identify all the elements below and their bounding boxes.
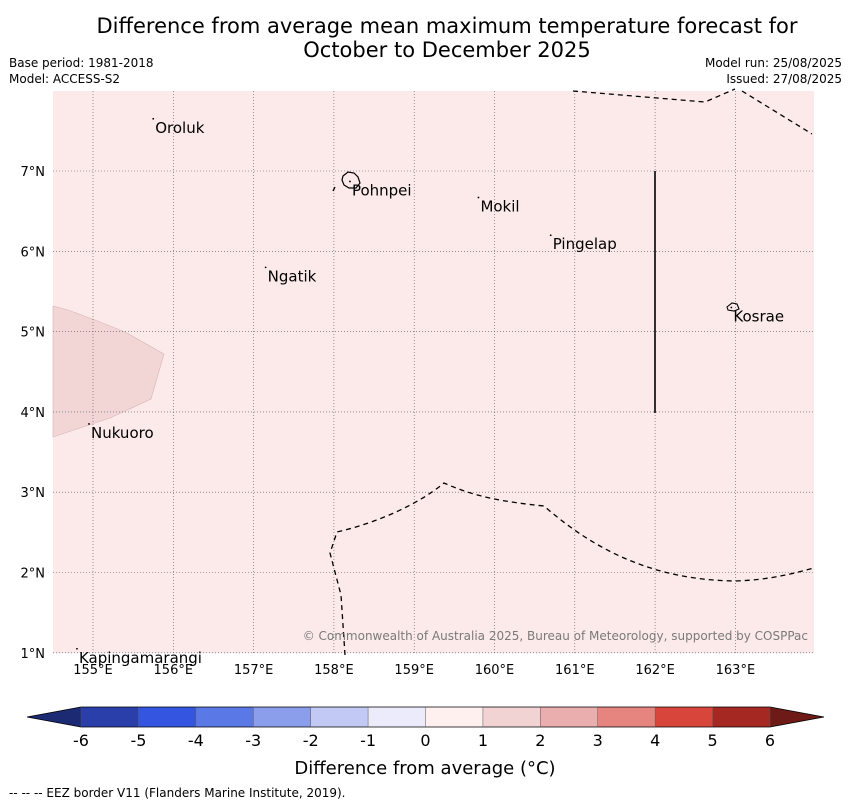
colorbar-segment (597, 707, 656, 727)
colorbar-segment (368, 707, 426, 727)
lon-tick-label: 163°E (716, 663, 756, 678)
title-line-2: October to December 2025 (303, 38, 591, 62)
map-background (53, 91, 814, 653)
colorbar-tick-label: 6 (765, 731, 775, 750)
island-dot (477, 196, 480, 199)
place-label-mokil: Mokil (480, 197, 519, 215)
colorbar-tick-label: 5 (707, 731, 717, 750)
island-dot (549, 234, 552, 237)
issued-text: Issued: 27/08/2025 (726, 72, 842, 86)
island-dot (349, 180, 351, 183)
colorbar-tick-label: -1 (360, 731, 376, 750)
lon-tick-label: 162°E (635, 663, 675, 678)
eez-border-northeast (741, 90, 813, 135)
lon-tick-label: 157°E (234, 663, 274, 678)
colorbar-segment (138, 707, 196, 727)
colorbar-segment (482, 707, 541, 727)
colorbar-segment (540, 707, 598, 727)
colorbar-segment (253, 707, 311, 727)
colorbar-tick-label: 4 (650, 731, 660, 750)
colorbar-extend-low (27, 707, 81, 727)
model-run-text: Model run: 25/08/2025 (704, 56, 842, 70)
colorbar-segment (712, 707, 770, 727)
colorbar-tick-label: 2 (535, 731, 545, 750)
colorbar-tick-label: 3 (593, 731, 603, 750)
lat-tick-label: 7°N (21, 165, 46, 180)
colorbar-segment (655, 707, 713, 727)
anomaly-patch (52, 305, 165, 438)
lon-tick-label: 156°E (154, 663, 194, 678)
lat-tick-label: 6°N (21, 245, 46, 260)
colorbar-tick-label: 0 (420, 731, 430, 750)
colorbar-tick-label: -3 (245, 731, 261, 750)
colorbar-tick-label: 1 (478, 731, 488, 750)
lon-tick-label: 155°E (73, 663, 113, 678)
colorbar: -6 -5 -4 -3 -2 -1 0 1 2 3 4 5 6 (26, 706, 825, 750)
place-label-nukuoro: Nukuoro (91, 424, 154, 442)
pohnpei-island-outline (341, 171, 361, 189)
model-text: Model: ACCESS-S2 (9, 72, 121, 86)
eez-border-south (329, 482, 815, 656)
colorbar-label: Difference from average (°C) (294, 758, 555, 779)
map-title: Difference from average mean maximum tem… (0, 14, 850, 62)
lat-tick-label: 3°N (21, 486, 46, 501)
eez-border-north (572, 88, 736, 103)
meta-right: Model run: 25/08/2025 Issued: 27/08/2025 (705, 55, 842, 87)
lat-tick-label: 1°N (21, 647, 46, 662)
place-label-pohnpei: Pohnpei (352, 181, 412, 199)
colorbar-extend-high (770, 707, 824, 727)
colorbar-tick-label: -6 (73, 731, 89, 750)
island-dot (76, 647, 78, 650)
eez-legend-note: -- -- -- EEZ border V11 (Flanders Marine… (9, 786, 346, 800)
place-label-pingelap: Pingelap (553, 235, 617, 253)
lon-tick-label: 161°E (555, 663, 595, 678)
eez-border-fragment (332, 186, 336, 192)
title-line-1: Difference from average mean maximum tem… (96, 14, 798, 38)
colorbar-segment (425, 707, 483, 727)
lat-tick-label: 5°N (21, 326, 46, 341)
eez-borders (329, 88, 815, 656)
place-label-kapingamarangi: Kapingamarangi (79, 649, 202, 667)
lon-tick-label: 159°E (394, 663, 434, 678)
colorbar-segment (195, 707, 254, 727)
meta-left: Base period: 1981-2018 Model: ACCESS-S2 (9, 55, 154, 87)
place-label-ngatik: Ngatik (268, 267, 317, 285)
lon-tick-label: 158°E (314, 663, 354, 678)
lat-tick-label: 2°N (21, 567, 46, 582)
base-period-text: Base period: 1981-2018 (9, 56, 154, 70)
colorbar-tick-label: -2 (303, 731, 319, 750)
island-dot (88, 423, 90, 425)
copyright-text: © Commonwealth of Australia 2025, Bureau… (303, 629, 808, 643)
place-label-oroluk: Oroluk (155, 119, 204, 137)
lat-tick-label: 4°N (21, 406, 46, 421)
island-dot (730, 306, 733, 309)
colorbar-tick-label: -4 (188, 731, 204, 750)
place-markers: Oroluk Pohnpei Mokil Pingelap Ngatik Kosrae Nu… (76, 117, 784, 667)
lon-tick-label: 160°E (475, 663, 515, 678)
kosrae-island-outline (726, 302, 740, 312)
place-label-kosrae: Kosrae (733, 308, 784, 326)
colorbar-segment (81, 707, 139, 727)
colorbar-segment (310, 707, 369, 727)
island-dot (264, 266, 267, 269)
axis-labels: 7°N 6°N 5°N 4°N 3°N 2°N 1°N 155°E 156°E 157°E 158°… (21, 165, 756, 678)
island-dot (152, 117, 155, 120)
colorbar-tick-label: -5 (130, 731, 146, 750)
